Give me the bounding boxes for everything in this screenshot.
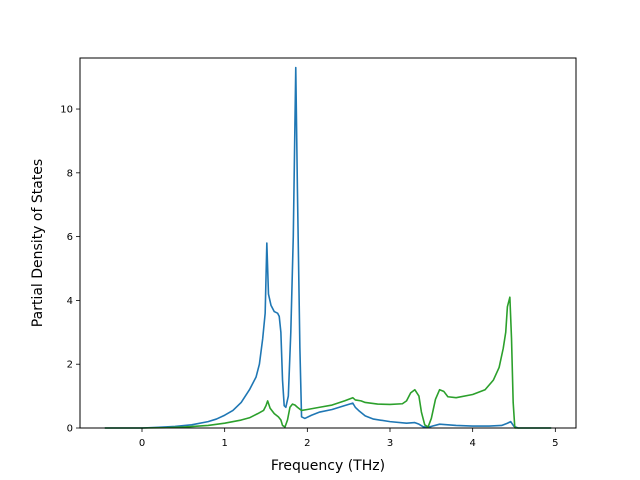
series-line-1	[104, 66, 552, 429]
x-tick-label: 0	[139, 438, 145, 449]
y-tick-label: 0	[67, 424, 73, 435]
x-tick-label: 1	[221, 438, 227, 449]
y-tick-label: 8	[67, 168, 73, 179]
y-tick-label: 4	[67, 296, 73, 307]
x-tick-label: 2	[304, 438, 310, 449]
plot-frame	[79, 57, 577, 429]
x-tick-label: 4	[469, 438, 475, 449]
x-tick-label: 5	[552, 438, 558, 449]
x-axis-label: Frequency (THz)	[271, 458, 385, 474]
y-axis-label: Partial Density of States	[30, 159, 46, 327]
series-line-2	[104, 296, 552, 429]
y-ticks: 0 2 4 6 8 10	[60, 105, 80, 435]
x-ticks: 0 1 2 3 4 5	[139, 428, 559, 449]
y-tick-label: 2	[67, 360, 73, 371]
series-layer	[104, 66, 552, 429]
y-tick-label: 6	[67, 232, 73, 243]
y-tick-label: 10	[60, 105, 73, 116]
x-tick-label: 3	[387, 438, 393, 449]
